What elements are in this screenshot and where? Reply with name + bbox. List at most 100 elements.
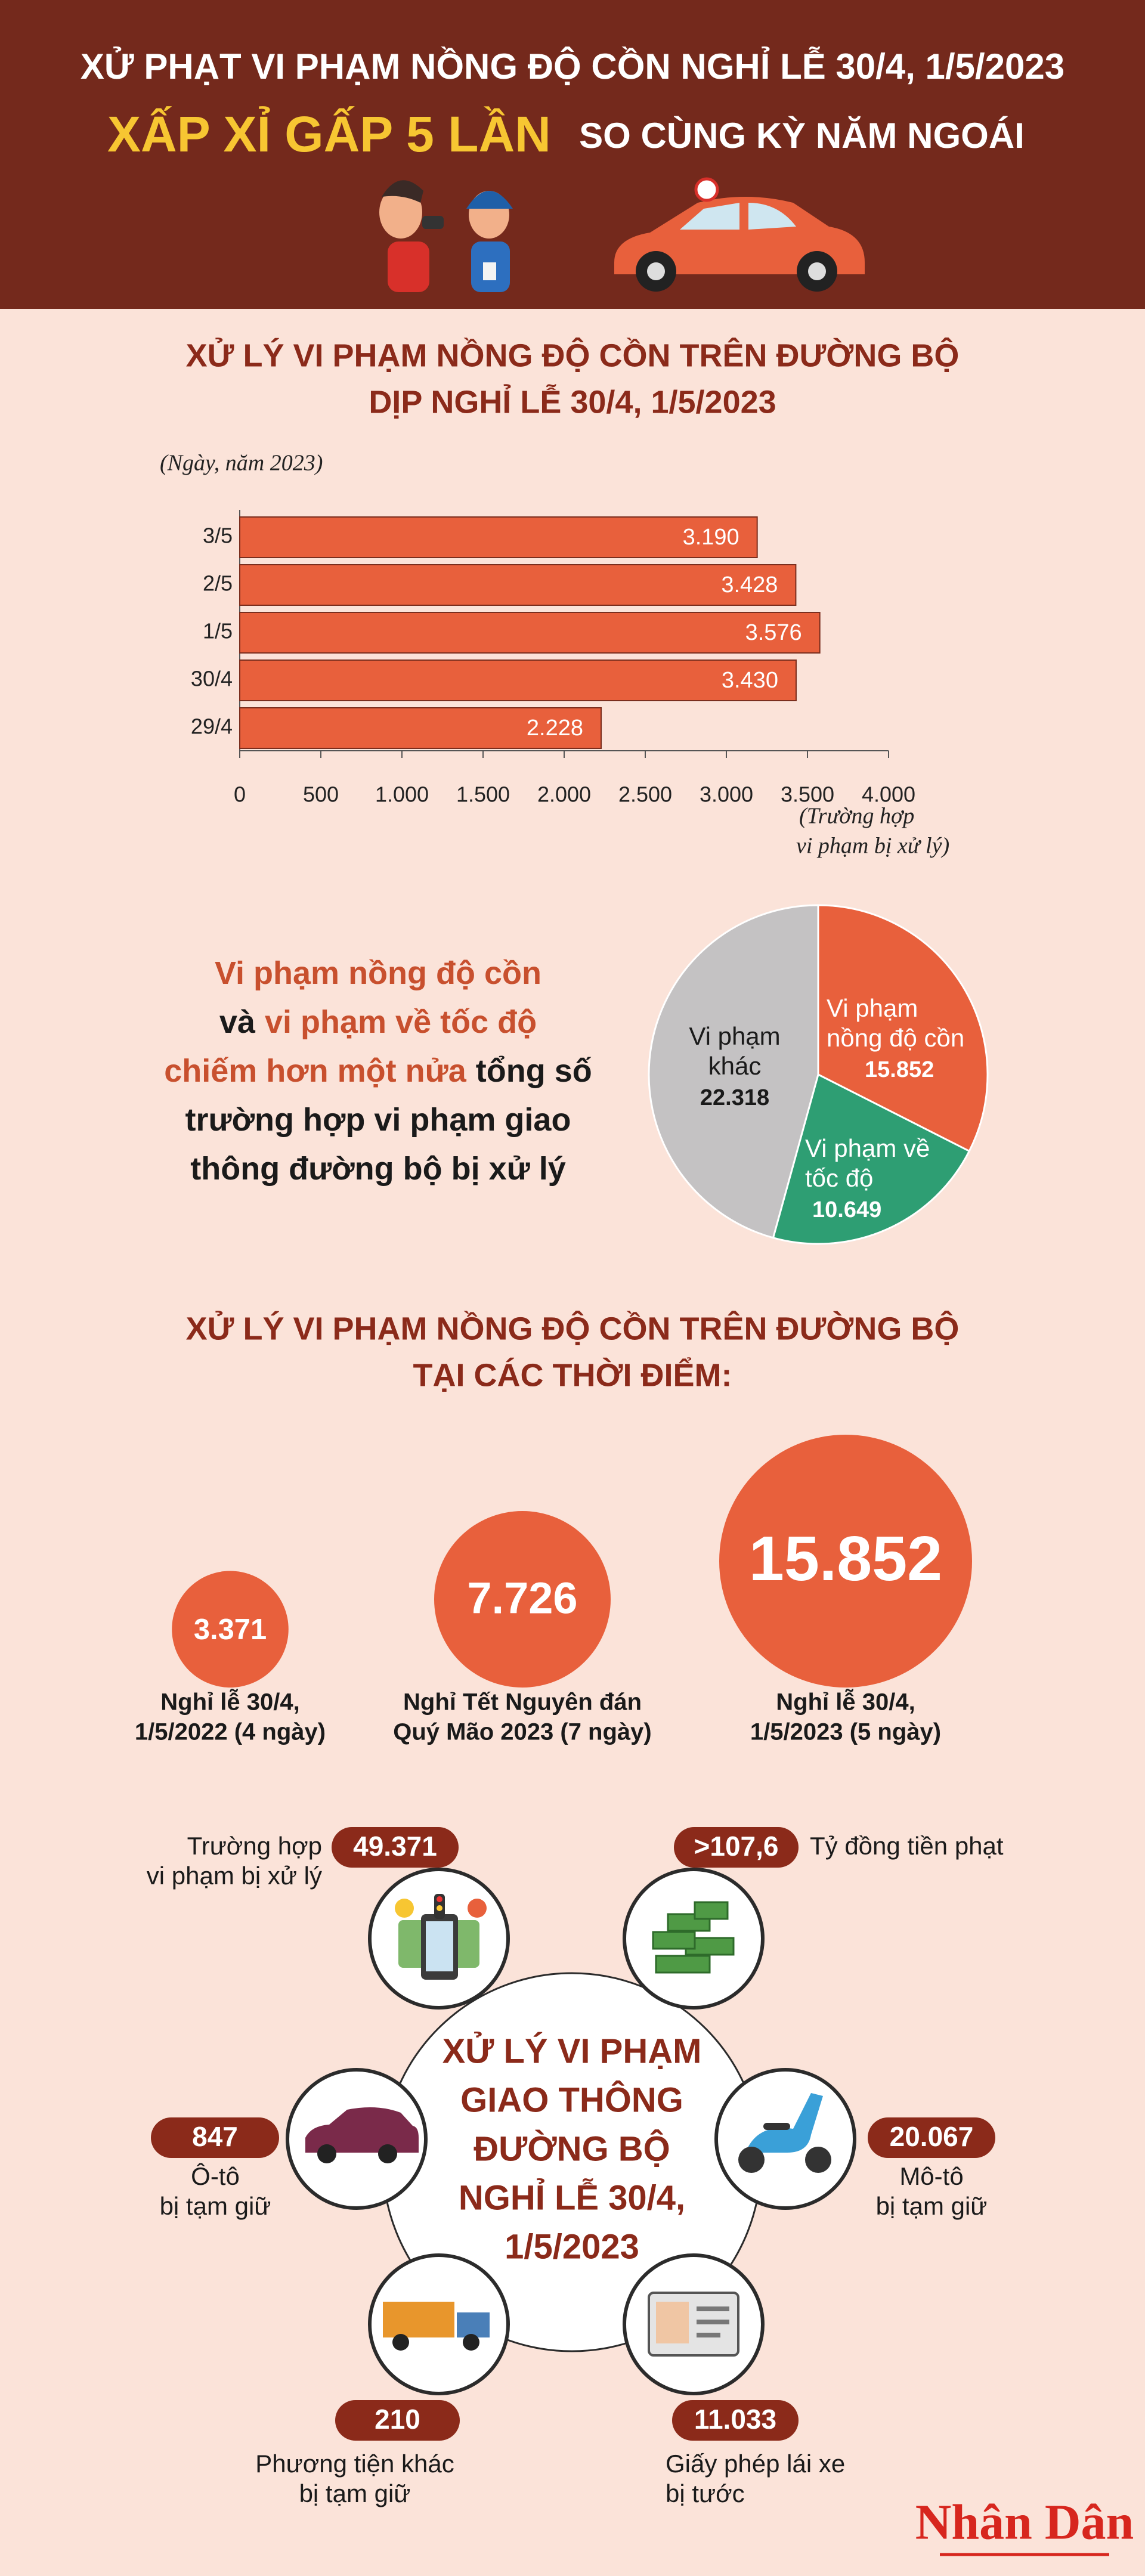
x-tick-label: 1.500 [456, 782, 510, 807]
x-tick-label: 0 [234, 782, 246, 807]
stat-pill [674, 1827, 799, 1868]
bar [239, 660, 797, 701]
caption-segment: trường hợp vi phạm giao [185, 1102, 571, 1138]
stat-label: bị tạm giữ [299, 2479, 411, 2507]
license-icon [648, 2292, 739, 2357]
stat-label: vi phạm bị xử lý [147, 1862, 322, 1890]
pie-value-label: 22.318 [700, 1085, 769, 1110]
bubble-label: 1/5/2023 (5 ngày) [750, 1719, 941, 1745]
scooter-icon [738, 2093, 831, 2173]
caption-segment: thông đường bộ bị xử lý [190, 1151, 566, 1187]
x-tick-label: 3.500 [781, 782, 834, 807]
pie-label: nồng độ cồn [827, 1024, 964, 1052]
x-tick-label: 1.000 [375, 782, 429, 807]
pie-slice [817, 904, 989, 1153]
caption-segment: tổng số [476, 1053, 592, 1089]
x-tick-label: 500 [303, 782, 339, 807]
bar [239, 612, 821, 654]
y-tick-label: 3/5 [203, 524, 233, 548]
summary-title: XỬ LÝ VI PHẠM [442, 2032, 702, 2070]
caption-segment: Vi phạm nồng độ cồn [215, 955, 541, 991]
summary-title: ĐƯỜNG BỘ [474, 2129, 670, 2168]
x-tick-label: 2.000 [537, 782, 591, 807]
caption-line: chiếm hơn một nửa tổng số [164, 1053, 592, 1089]
stat-pill [151, 2117, 279, 2158]
stat-label: Trường hợp [187, 1832, 322, 1860]
x-tick-label: 4.000 [862, 782, 915, 807]
stat-label: Ô-tô [191, 2162, 240, 2190]
header-title: XỬ PHẠT VI PHẠM NỒNG ĐỘ CỒN NGHỈ LỄ 30/4… [81, 47, 1064, 86]
header-highlight: XẤP XỈ GẤP 5 LẦN [107, 106, 551, 162]
stat-label: bị tước [666, 2479, 745, 2507]
car-illustration [614, 177, 865, 292]
bubble-value-label: 7.726 [467, 1574, 577, 1623]
bubble-label: Nghỉ lễ 30/4, [776, 1688, 915, 1716]
truck-icon [383, 2302, 490, 2351]
pie-slice [648, 904, 819, 1239]
caption-line: trường hợp vi phạm giao [185, 1102, 571, 1138]
stat-label: Mô-tô [899, 2162, 963, 2190]
stat-pill [868, 2117, 995, 2158]
x-tick-label: 2.500 [618, 782, 672, 807]
summary-title: GIAO THÔNG [460, 2080, 683, 2119]
stat-label: bị tạm giữ [160, 2192, 271, 2220]
caption-line: Vi phạm nồng độ cồn [215, 955, 541, 991]
chart-title: XỬ LÝ VI PHẠM NỒNG ĐỘ CỒN TRÊN ĐƯỜNG BỘ [186, 337, 960, 373]
pie-label: Vi phạm về [805, 1134, 930, 1162]
bubble [434, 1510, 611, 1688]
stat-pill [335, 2400, 460, 2441]
x-axis-label: vi phạm bị xử lý) [796, 834, 949, 859]
bar-value-label: 3.576 [745, 620, 802, 645]
stat-pill [672, 2400, 799, 2441]
bubble [172, 1571, 289, 1688]
bubble-label: Quý Mão 2023 (7 ngày) [393, 1719, 651, 1745]
x-tick-label: 3.000 [700, 782, 753, 807]
stat-label: Phương tiện khác [255, 2450, 454, 2478]
bar-value-label: 3.190 [683, 525, 739, 550]
stat-label: Giấy phép lái xe [666, 2450, 845, 2478]
stat-value: >107,6 [694, 1831, 779, 1862]
bar [239, 707, 602, 749]
map-icon [395, 1894, 487, 1980]
caption-segment: và [219, 1004, 256, 1040]
bubble-label: Nghỉ Tết Nguyên đán [403, 1689, 642, 1716]
logo: Nhân Dân [915, 2494, 1134, 2550]
chart-title: XỬ LÝ VI PHẠM NỒNG ĐỘ CỒN TRÊN ĐƯỜNG BỘ [186, 1310, 960, 1346]
stat-value: 49.371 [353, 1831, 437, 1862]
header-band [0, 0, 1145, 309]
stat-label: Tỷ đồng tiền phạt [810, 1832, 1004, 1860]
bubble-label: 1/5/2022 (4 ngày) [135, 1719, 326, 1745]
caption-segment: chiếm hơn một nửa [164, 1053, 467, 1089]
pie-value-label: 15.852 [865, 1057, 934, 1082]
bar-value-label: 3.428 [721, 572, 778, 597]
summary-title: 1/5/2023 [505, 2227, 639, 2266]
stat-value: 11.033 [694, 2404, 776, 2435]
stat-pill [332, 1827, 459, 1868]
pie-label: Vi phạm [827, 994, 918, 1022]
chart-title: TẠI CÁC THỜI ĐIỂM: [413, 1357, 732, 1393]
bar [239, 516, 758, 558]
pie-value-label: 10.649 [812, 1197, 881, 1222]
pie-label: Vi phạm [689, 1022, 780, 1050]
pie-slice [772, 1073, 971, 1245]
y-tick-label: 1/5 [203, 619, 233, 643]
summary-title: NGHỈ LỄ 30/4, [459, 2178, 685, 2217]
stat-value: 847 [192, 2121, 238, 2152]
pie-label: tốc độ [805, 1164, 873, 1192]
caption-line: thông đường bộ bị xử lý [190, 1151, 566, 1187]
y-tick-label: 30/4 [191, 667, 233, 691]
x-axis-label: (Trường hợp [799, 804, 914, 829]
bar-value-label: 3.430 [722, 668, 778, 693]
caption-line: và vi phạm về tốc độ [219, 1004, 537, 1040]
stat-label: bị tạm giữ [876, 2192, 988, 2220]
header-subtitle: SO CÙNG KỲ NĂM NGOÁI [579, 116, 1025, 156]
bubble-value-label: 3.371 [194, 1614, 267, 1646]
stat-value: 210 [375, 2404, 420, 2435]
bar-value-label: 2.228 [527, 716, 583, 741]
stat-value: 20.067 [890, 2121, 974, 2152]
pie-label: khác [708, 1052, 762, 1080]
chart-title: DỊP NGHỈ LỄ 30/4, 1/5/2023 [369, 383, 776, 420]
bubble-label: Nghỉ lễ 30/4, [160, 1688, 299, 1716]
